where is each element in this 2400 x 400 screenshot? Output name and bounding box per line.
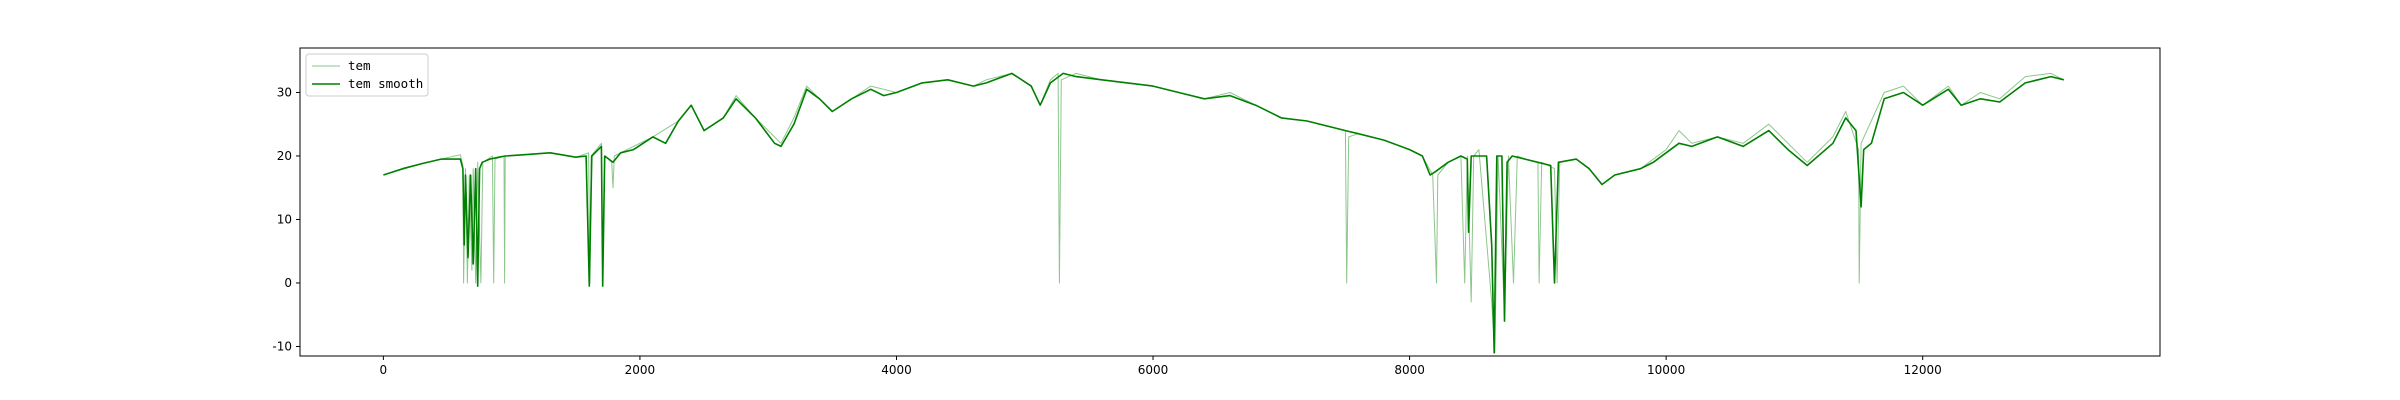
y-tick-label: 0: [284, 276, 292, 290]
legend-label: tem: [348, 58, 371, 73]
x-tick-label: 4000: [881, 363, 912, 377]
plot-area: [300, 48, 2160, 356]
y-tick-label: 30: [277, 85, 292, 99]
x-tick-label: 2000: [625, 363, 656, 377]
x-tick-label: 12000: [1904, 363, 1942, 377]
y-tick-label: 20: [277, 149, 292, 163]
x-tick-label: 0: [380, 363, 388, 377]
legend-frame: [305, 53, 429, 97]
series-line-tem-smooth: [383, 72, 2064, 354]
axes-frame: [299, 47, 2161, 357]
y-tick-label: 10: [277, 212, 292, 226]
plot-background: [300, 48, 2160, 356]
legend: tem tem smooth: [305, 53, 429, 97]
series-layer: [383, 72, 2065, 354]
y-tick-label: -10: [272, 339, 292, 353]
axes-layer: 0 2000 4000 6000 8000 10000 12000 -10 0 10 20 30: [272, 47, 2161, 377]
x-tick-label: 6000: [1138, 363, 1169, 377]
x-tick-label: 10000: [1647, 363, 1685, 377]
legend-label: tem smooth: [348, 76, 423, 91]
x-tick-label: 8000: [1394, 363, 1425, 377]
